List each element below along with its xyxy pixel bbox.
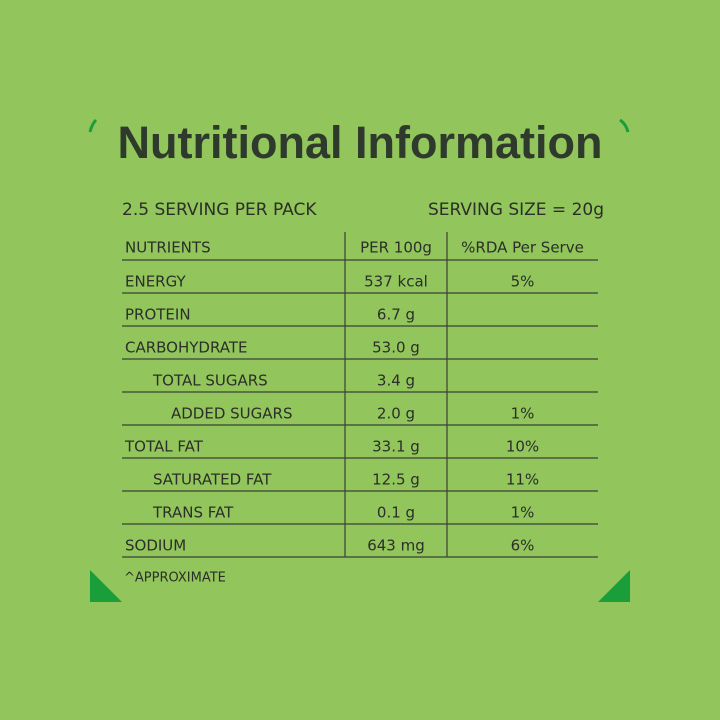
cell: SATURATED FAT — [153, 471, 272, 489]
servings: 2.5 SERVING PER PACK — [122, 200, 317, 220]
cell: 6% — [511, 537, 535, 555]
corner-mark — [88, 118, 98, 133]
cell: 53.0 g — [372, 339, 420, 357]
cell: 643 mg — [367, 537, 425, 555]
corner-mark — [619, 118, 630, 133]
column-header: %RDA Per Serve — [461, 239, 584, 257]
cell: ADDED SUGARS — [171, 405, 293, 423]
cell: SODIUM — [125, 537, 186, 555]
title: Nutritional Information — [118, 117, 603, 168]
serving-size: SERVING SIZE = 20g — [428, 200, 604, 220]
cell: 1% — [511, 504, 535, 522]
cell: 11% — [506, 471, 539, 489]
cell: TRANS FAT — [152, 504, 234, 522]
cell: 12.5 g — [372, 471, 420, 489]
corner-mark — [598, 570, 630, 602]
column-header: NUTRIENTS — [125, 239, 211, 257]
cell: 33.1 g — [372, 438, 420, 456]
cell: CARBOHYDRATE — [125, 339, 248, 357]
cell: 3.4 g — [377, 372, 415, 390]
cell: 6.7 g — [377, 306, 415, 324]
cell: TOTAL SUGARS — [152, 372, 268, 390]
cell: 1% — [511, 405, 535, 423]
cell: PROTEIN — [125, 306, 191, 324]
cell: 0.1 g — [377, 504, 415, 522]
cell: 10% — [506, 438, 539, 456]
column-header: PER 100g — [360, 239, 432, 257]
corner-mark — [90, 570, 122, 602]
cell: ENERGY — [125, 273, 186, 291]
cell: TOTAL FAT — [124, 438, 204, 456]
footnote: ^APPROXIMATE — [124, 571, 226, 586]
cell: 5% — [511, 273, 535, 291]
cell: 2.0 g — [377, 405, 415, 423]
cell: 537 kcal — [364, 273, 428, 291]
